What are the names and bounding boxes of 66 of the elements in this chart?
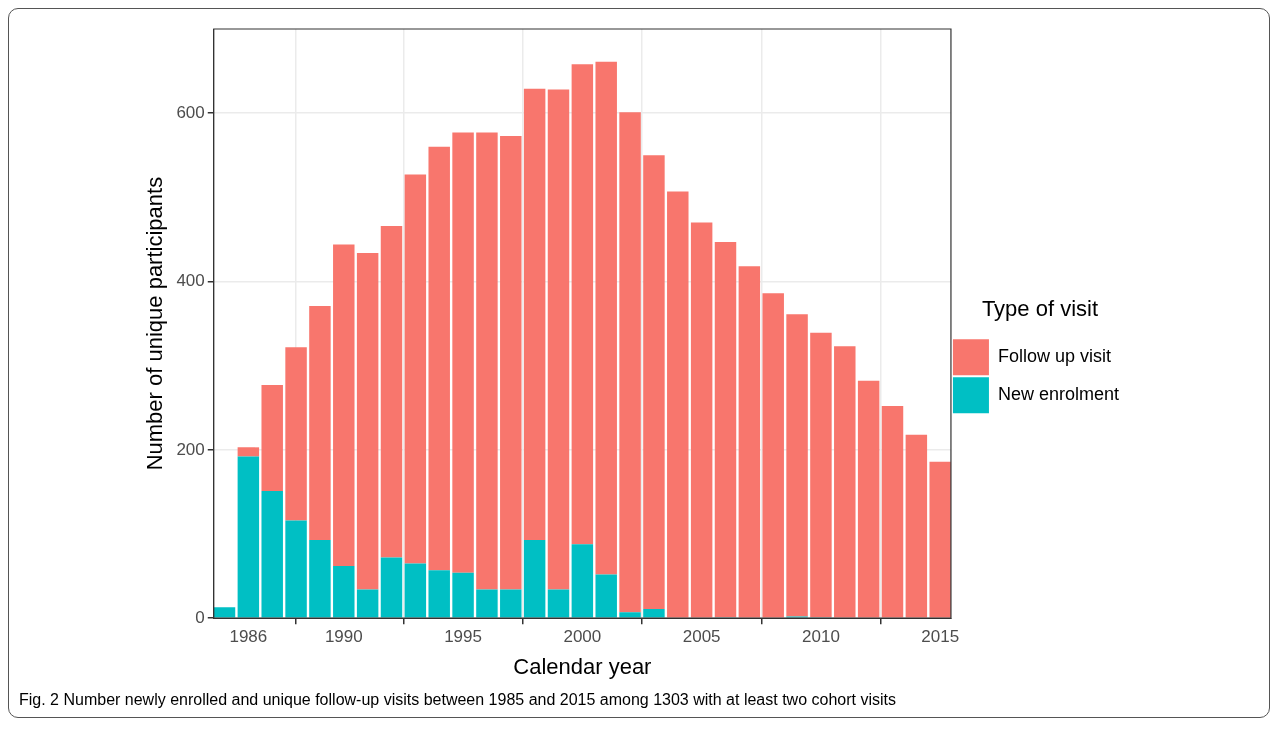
bar (333, 244, 355, 567)
bar (881, 406, 904, 618)
legend-label: New enrolment (997, 384, 1120, 405)
y-tick-label: 600 (176, 102, 205, 122)
x-tick-label: 1990 (324, 627, 363, 647)
bar (500, 589, 522, 618)
bar (619, 112, 641, 613)
caption: Fig. 2 Number newly enrolled and unique follow-up visits between 1985 and 2015 among 1303 with at least two cohort visits (18, 690, 897, 710)
bar (309, 539, 331, 618)
bar (452, 572, 474, 618)
bar (714, 241, 737, 618)
bar (285, 347, 307, 521)
bar (356, 252, 379, 590)
bar (762, 293, 784, 618)
x-tick-label: 2005 (682, 627, 721, 647)
bar (428, 146, 450, 571)
bar (261, 385, 283, 492)
bar (595, 61, 617, 575)
bar (309, 305, 331, 540)
y-tick-label: 0 (195, 607, 205, 627)
x-tick-label: 1995 (444, 627, 482, 647)
x-tick-label: 2000 (563, 627, 602, 647)
bar (834, 346, 856, 618)
bar (404, 563, 427, 618)
bar (333, 566, 355, 618)
bar (380, 557, 403, 618)
bar (500, 135, 522, 590)
bar (643, 155, 665, 609)
bar (738, 266, 761, 618)
bar (452, 132, 474, 573)
bar (476, 589, 498, 618)
x-tick-label: 2010 (802, 627, 840, 647)
x-tick-label: 1986 (229, 627, 268, 647)
bar (905, 434, 928, 618)
bar (523, 539, 546, 618)
bar (285, 520, 307, 618)
bar (404, 174, 427, 564)
bar (356, 589, 379, 618)
bar (619, 612, 641, 618)
bar (237, 447, 260, 457)
bar (547, 89, 570, 590)
x-tick-label: 2015 (921, 627, 960, 647)
bar (643, 608, 665, 618)
bar (667, 191, 689, 618)
bar (786, 314, 808, 617)
bar (547, 589, 570, 618)
legend-title: Type of visit (981, 295, 1099, 321)
bar (523, 88, 546, 540)
bar (213, 607, 236, 618)
x-axis-title: Calendar year (513, 653, 652, 679)
bar (929, 461, 951, 618)
bar (428, 570, 450, 618)
y-tick-label: 400 (176, 271, 205, 291)
y-tick-label: 200 (176, 439, 205, 459)
bar (380, 225, 403, 558)
bar (810, 332, 832, 618)
bar (571, 64, 594, 545)
bar (595, 574, 617, 618)
bar (690, 222, 713, 618)
bar (261, 491, 283, 618)
bar (237, 456, 260, 618)
bar (476, 132, 498, 590)
y-axis-title: Number of unique participants (142, 176, 168, 471)
bar (571, 544, 594, 618)
legend-label: Follow up visit (997, 346, 1111, 367)
bar (857, 380, 880, 618)
